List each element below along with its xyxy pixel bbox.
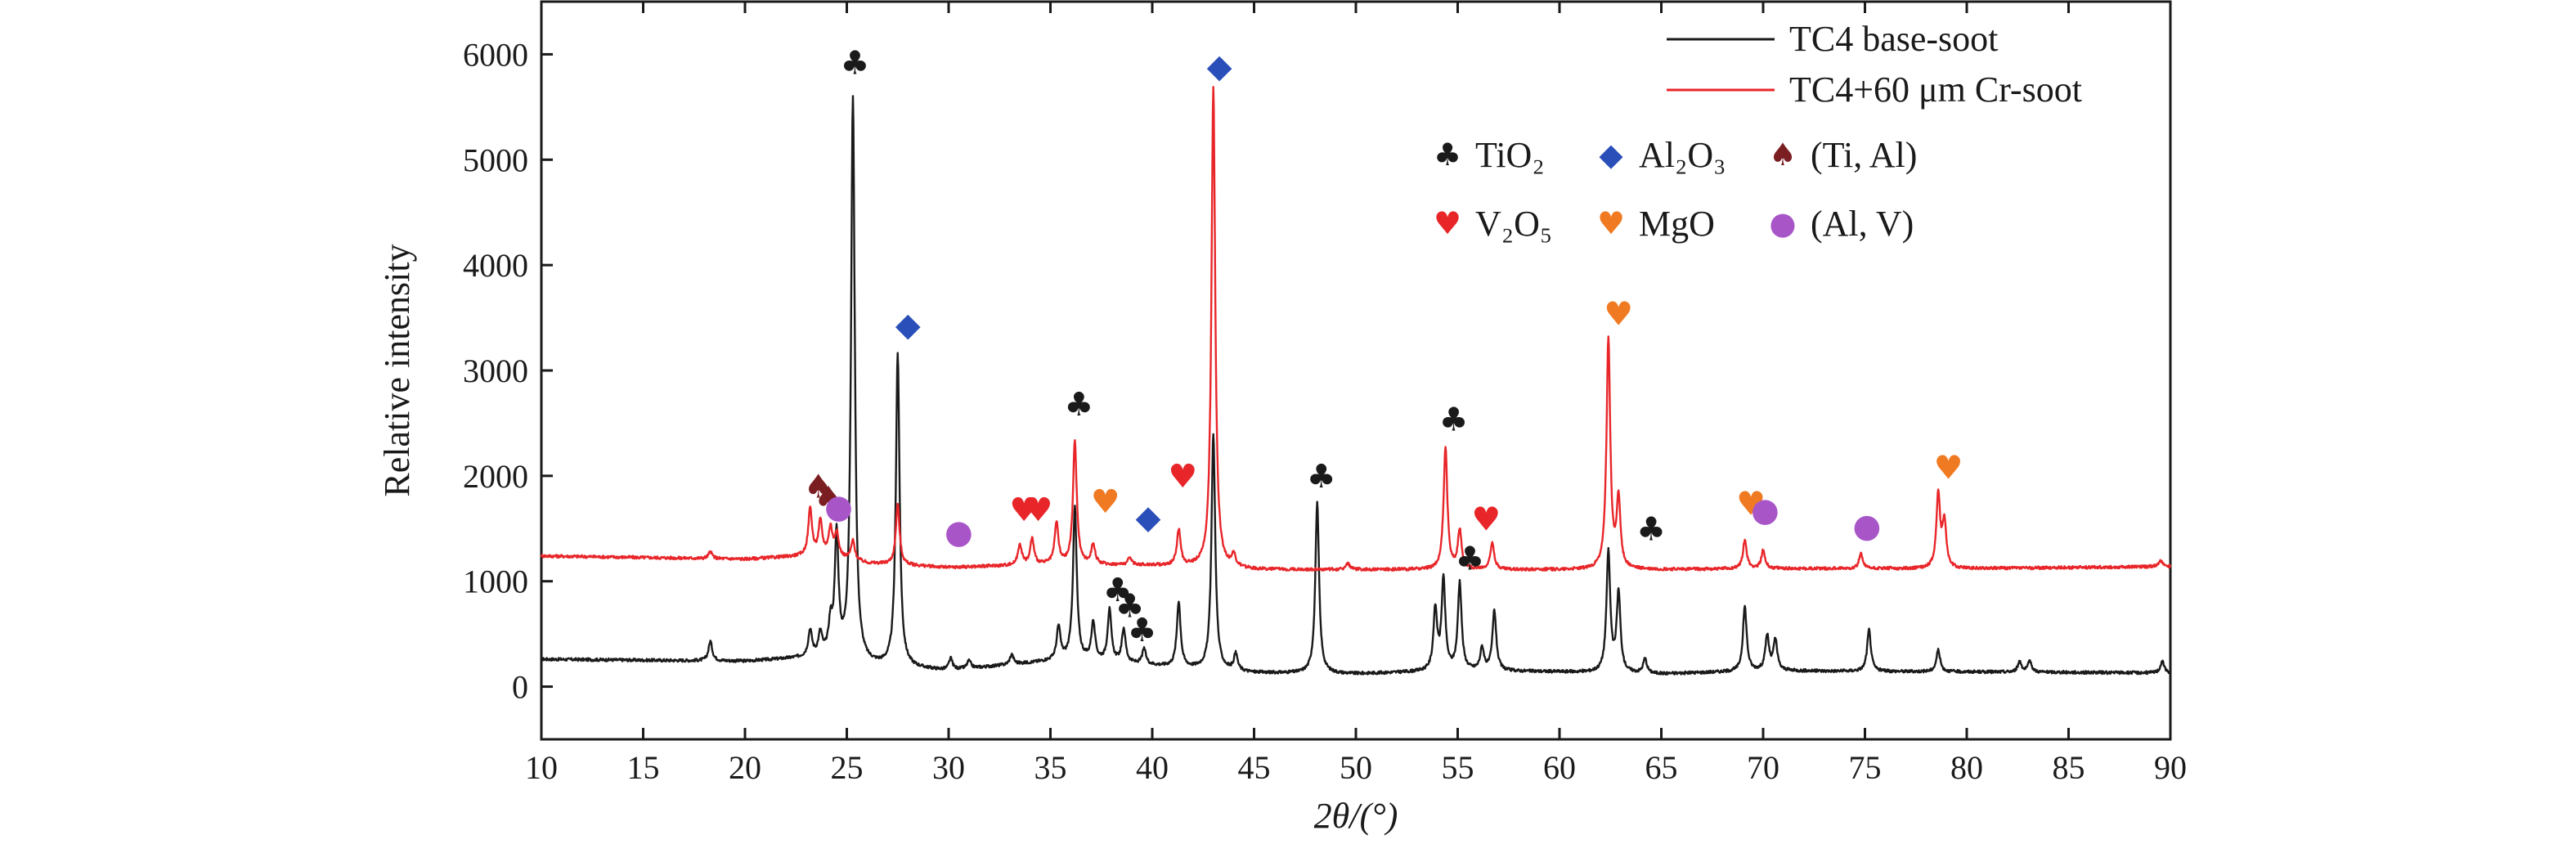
peak-annotations: ♣◆♣◆♣♣♥♠♠●●♥♥ ♥ ◆♥♥♣♣♥● ●♥♣♣♣ [804,45,1963,649]
peak-marker: ♣ [1115,587,1145,625]
series-layer [540,86,2172,676]
x-tick-label: 55 [1442,749,1474,786]
peak-marker: ♥ [1736,485,1766,523]
phase-key-label: TiO₂ [1475,135,1545,175]
peak-marker: ♣ [1064,386,1093,424]
x-tick-label: 75 [1849,749,1882,786]
peak-marker: ♥ [1024,492,1053,529]
y-tick-label: 6000 [463,36,528,73]
y-tick-label: 5000 [463,141,528,178]
peak-marker: ● [824,488,853,526]
x-axis-title: 2θ/(°) [1314,796,1398,836]
x-tick-label: 35 [1034,749,1067,786]
peak-marker: ♥ [1009,492,1039,529]
legend-label-cr: TC4+60 μm Cr-soot [1789,70,2082,110]
peak-marker: ● [1853,507,1882,545]
phase-key-label: V₂O₅ [1475,204,1552,244]
phase-key-label: Al₂O₃ [1639,135,1726,175]
peak-marker: ♥ [1471,501,1501,539]
x-tick-label: 30 [932,749,965,786]
x-tick-label: 70 [1747,749,1779,786]
y-tick-label: 0 [512,669,528,706]
x-tick-label: 85 [2053,749,2085,786]
x-tick-label: 60 [1543,749,1576,786]
peak-marker: ♥ [1168,458,1197,496]
x-tick-label: 80 [1950,749,1983,786]
peak-marker: ♠ [814,480,843,518]
peak-marker: ◆ [895,306,921,343]
phase-key-symbol: ♠ [1769,137,1797,173]
x-tick-label: 45 [1238,749,1271,786]
peak-marker: ♣ [1103,572,1133,609]
series-line-1 [540,86,2172,572]
plot-border [540,0,2172,741]
phase-key-symbol: ◆ [1599,137,1623,173]
y-tick-label: 2000 [463,458,528,495]
peak-marker: ● [1751,492,1779,529]
peak-marker: ● [945,514,973,551]
x-tick-label: 10 [525,749,558,786]
peak-marker: ♥ [1604,295,1633,333]
x-tick-label: 25 [831,749,864,786]
phase-key-symbol: ♥ [1434,205,1461,241]
peak-marker: ♥ [1934,450,1963,487]
peak-marker: ♠ [804,469,833,506]
y-tick-label: 1000 [463,563,528,600]
series-line-0 [541,95,2172,676]
phase-key-symbol: ♥ [1597,205,1625,241]
peak-marker: ♣ [1636,510,1666,548]
x-tick-label: 65 [1645,749,1678,786]
phase-key-symbol: ● [1769,205,1796,241]
peak-marker: ♣ [841,45,870,83]
y-tick-label: 4000 [463,247,528,284]
x-axis-ticks: 10 15 20 25 30 35 40 45 50 55 60 65 70 75 80 85 90 [525,2,2187,786]
peak-marker: ◆ [1136,499,1161,536]
x-tick-label: 15 [627,749,660,786]
phase-key-label: (Al, V) [1811,204,1914,244]
phase-key-label: (Ti, Al) [1811,135,1917,175]
peak-marker: ♣ [1456,540,1485,577]
y-axis-ticks: 0 1000 2000 3000 4000 5000 6000 [463,36,553,706]
x-tick-label: 40 [1136,749,1169,786]
peak-marker: ♥ [1091,483,1120,521]
y-axis-title: Relative intensity [377,244,417,496]
x-tick-label: 20 [729,749,761,786]
peak-marker: ♣ [1439,401,1469,438]
legend-label-base: TC4 base-soot [1789,19,1998,59]
phase-key: ♣ TiO₂ ◆ Al₂O₃ ♠ (Ti, Al) ♥ V₂O₅ ♥ MgO ● (Al, V) [1434,135,1917,244]
x-tick-label: 50 [1340,749,1372,786]
peak-marker: ♣ [1128,612,1157,649]
y-tick-label: 3000 [463,352,528,389]
phase-key-label: MgO [1639,204,1715,244]
plot-frame [540,0,2172,741]
legend: TC4 base-soot TC4+60 μm Cr-soot [1667,19,2082,110]
x-tick-label: 90 [2154,749,2187,786]
peak-marker: ♣ [1307,458,1336,496]
peak-marker: ◆ [1207,48,1232,86]
phase-key-symbol: ♣ [1434,137,1461,173]
